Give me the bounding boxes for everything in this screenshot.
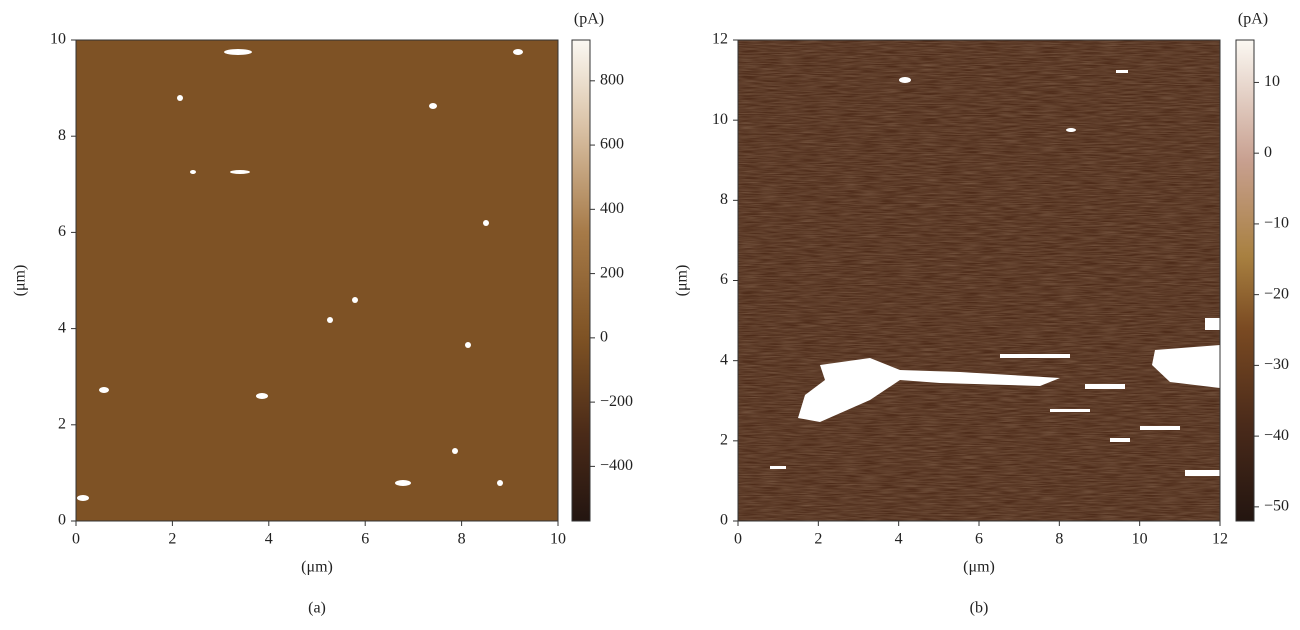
y-axis-label: (μm) — [674, 265, 691, 297]
y-tick-label: 12 — [712, 31, 728, 48]
colorbar-tick-label: 0 — [1264, 144, 1272, 161]
x-tick-label: 10 — [550, 531, 566, 548]
x-tick-label: 4 — [265, 531, 273, 548]
colorbar-tick-label: 10 — [1264, 73, 1280, 90]
x-axis-label: (μm) — [963, 559, 995, 576]
colorbar-label: (pA) — [1238, 11, 1268, 28]
y-axis-label: (μm) — [12, 265, 29, 297]
colorbar-tick-label: 200 — [600, 264, 624, 281]
x-tick-label: 10 — [1132, 531, 1148, 548]
image-b-texture — [738, 40, 1220, 521]
colorbar-tick-label: 400 — [600, 200, 624, 217]
colorbar-tick-label: −40 — [1264, 427, 1289, 444]
image-a — [76, 40, 558, 521]
y-tick-label: 10 — [50, 31, 66, 48]
colorbar-tick-label: 600 — [600, 136, 624, 153]
colorbar-tick-label: −50 — [1264, 498, 1289, 515]
caption: (b) — [970, 600, 989, 617]
y-tick-label: 0 — [58, 512, 66, 529]
x-tick-label: 8 — [1055, 531, 1063, 548]
y-tick-label: 2 — [720, 432, 728, 449]
colorbar-tick-label: 800 — [600, 71, 624, 88]
colorbar-tick-label: 0 — [600, 329, 608, 346]
colorbar-tick-label: −200 — [600, 393, 633, 410]
y-tick-label: 2 — [58, 415, 66, 432]
plot-frame — [75, 39, 559, 522]
y-tick-label: 6 — [58, 223, 66, 240]
y-tick-label: 4 — [58, 319, 66, 336]
colorbar-tick-label: −400 — [600, 457, 633, 474]
x-tick-label: 0 — [734, 531, 742, 548]
colorbar-tick-label: −30 — [1264, 356, 1289, 373]
y-tick-label: 4 — [720, 351, 728, 368]
colorbar-tick-label: −10 — [1264, 215, 1289, 232]
x-tick-label: 2 — [168, 531, 176, 548]
x-axis-label: (μm) — [301, 559, 333, 576]
y-tick-label: 10 — [712, 111, 728, 128]
colorbar-label: (pA) — [574, 11, 604, 28]
colorbar — [1235, 39, 1255, 522]
spots-a — [77, 49, 523, 501]
x-tick-label: 8 — [458, 531, 466, 548]
y-tick-label: 8 — [720, 191, 728, 208]
caption: (a) — [308, 600, 326, 617]
x-tick-label: 4 — [895, 531, 903, 548]
x-tick-label: 12 — [1212, 531, 1228, 548]
x-tick-label: 0 — [72, 531, 80, 548]
spots-b — [770, 70, 1220, 476]
x-tick-label: 2 — [814, 531, 822, 548]
y-tick-label: 6 — [720, 271, 728, 288]
colorbar — [571, 39, 591, 522]
x-tick-label: 6 — [361, 531, 369, 548]
colorbar-tick-label: −20 — [1264, 285, 1289, 302]
x-tick-label: 6 — [975, 531, 983, 548]
y-tick-label: 8 — [58, 127, 66, 144]
y-tick-label: 0 — [720, 512, 728, 529]
